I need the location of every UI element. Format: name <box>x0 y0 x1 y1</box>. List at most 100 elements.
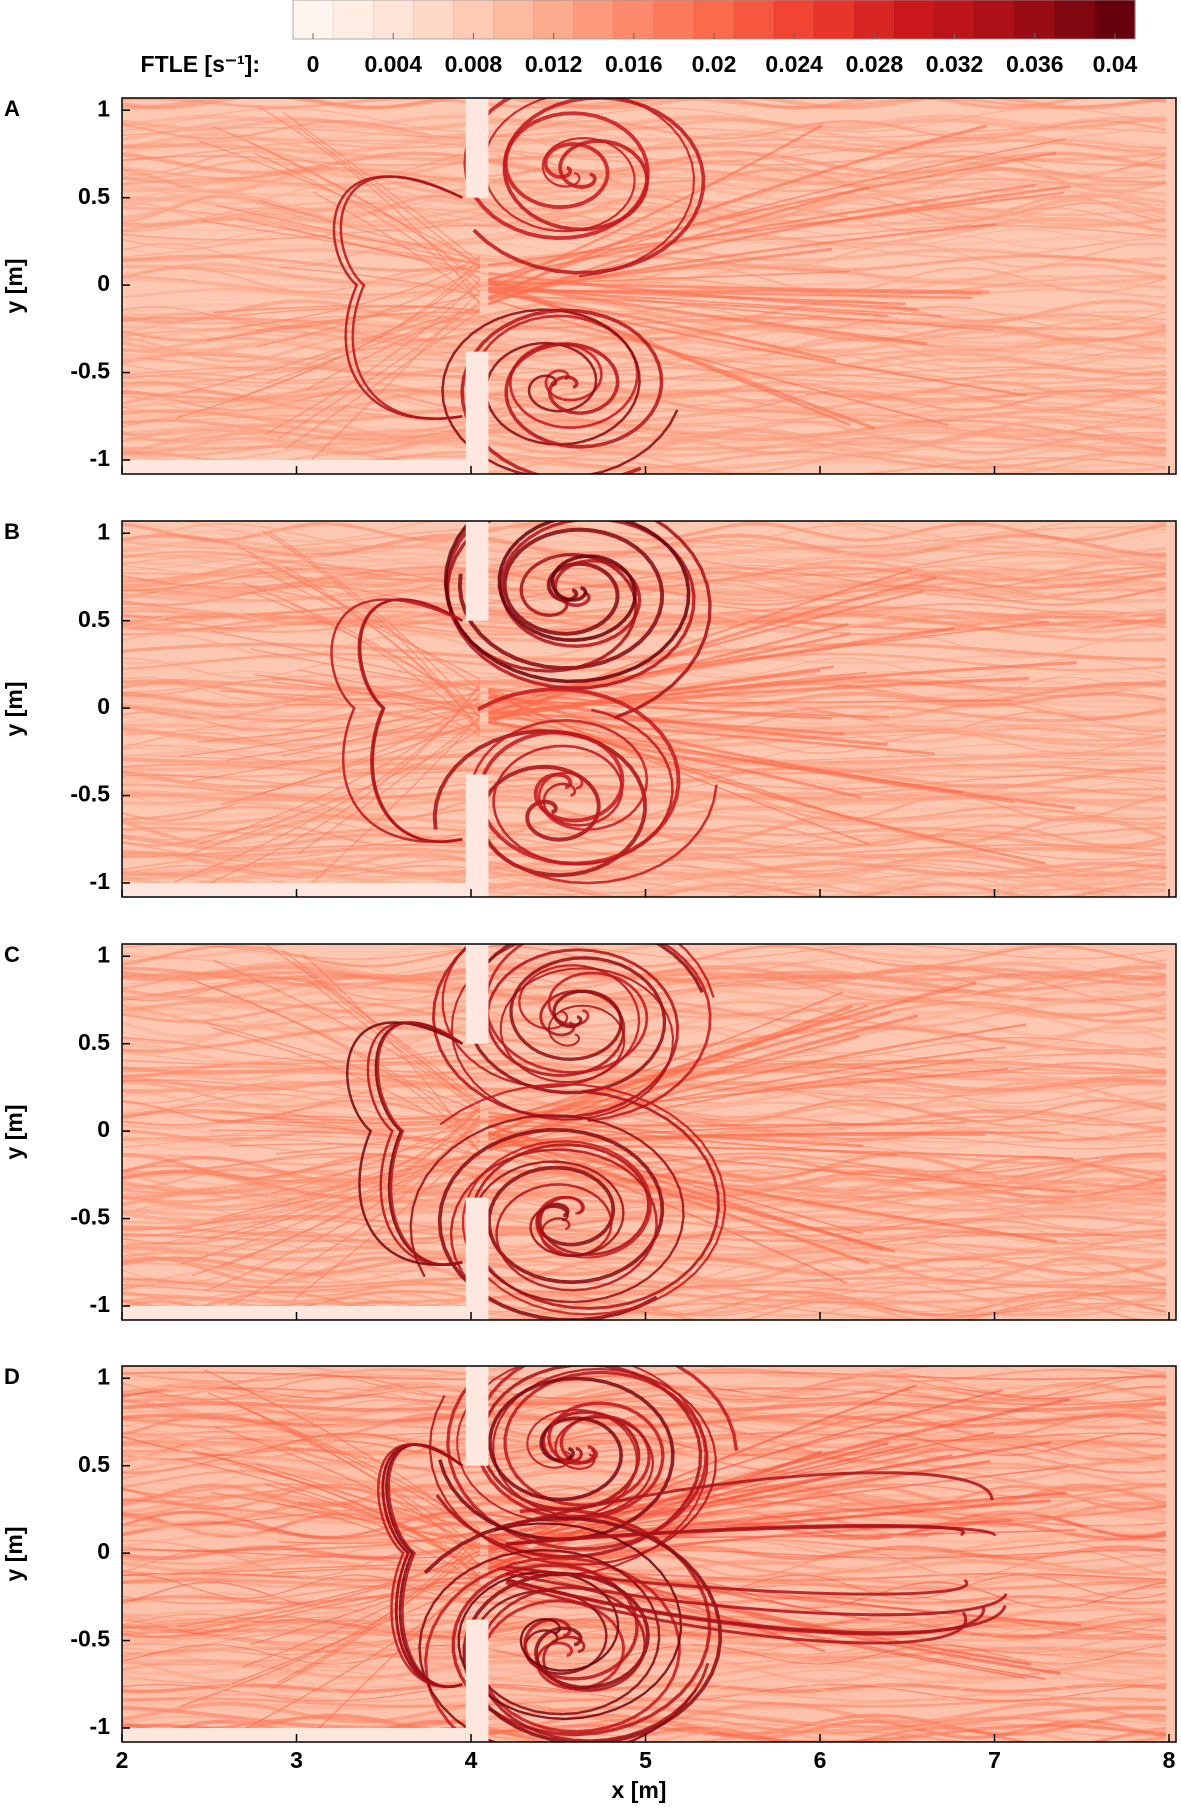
y-tick-label: -1 <box>90 445 111 471</box>
field-streak <box>488 1123 867 1145</box>
field-streak <box>488 191 1064 267</box>
field-streak <box>488 271 919 311</box>
field-streak <box>487 277 876 431</box>
field-streak <box>122 119 1167 140</box>
field-streak <box>242 1552 481 1668</box>
field-streak <box>277 1529 481 1684</box>
field-streak <box>122 263 1167 285</box>
colorbar-segment <box>613 0 655 40</box>
field-streak <box>122 1366 998 1379</box>
field-streak <box>122 567 1167 591</box>
field-streak <box>122 944 1052 960</box>
y-tick-label: 0 <box>97 1538 110 1564</box>
x-tick-label: 7 <box>988 1747 1001 1773</box>
field-streak <box>253 152 481 293</box>
plot-frame <box>121 943 1177 1321</box>
field-streak <box>178 1458 481 1578</box>
field-streak <box>179 1150 480 1231</box>
field-streak <box>197 981 481 1154</box>
field-streak <box>122 1450 1167 1467</box>
colorbar-segment <box>1014 0 1056 40</box>
field-streak <box>122 1025 1167 1053</box>
field-streak <box>122 1234 1167 1260</box>
colorbar-tick-label: 0.028 <box>846 51 904 77</box>
plot-frame <box>121 1365 1177 1743</box>
wall <box>465 1197 489 1320</box>
field-streak <box>289 602 481 731</box>
field-streak <box>122 1538 1167 1553</box>
field-streak <box>205 1115 481 1292</box>
field-streak <box>122 1624 1167 1643</box>
x-tick-label: 2 <box>116 1747 129 1773</box>
field-streak <box>278 266 480 298</box>
y-axis-label: y [m] <box>1 259 27 314</box>
field-streak <box>122 652 1167 672</box>
field-loop <box>505 1525 997 1546</box>
y-tick-label: -0.5 <box>70 781 110 807</box>
y-tick-label: 1 <box>97 1363 110 1389</box>
colorbar-tick-label: 0.012 <box>525 51 583 77</box>
field-streak <box>122 357 1167 371</box>
x-tick-label: 3 <box>290 1747 303 1773</box>
colorbar-segment <box>813 0 856 40</box>
wall <box>465 1366 489 1466</box>
field-streak <box>122 317 1167 340</box>
field-streak <box>122 1282 1167 1298</box>
x-tick-label: 8 <box>1163 1747 1176 1773</box>
y-tick-label: 0 <box>97 1116 110 1142</box>
field-streak <box>488 687 833 720</box>
field-swirl <box>483 98 696 278</box>
field-streak <box>122 107 1167 133</box>
field-streak <box>487 124 988 301</box>
field-swirl <box>450 944 675 1121</box>
field-streak <box>252 1579 480 1624</box>
colorbar-tick-label: 0.004 <box>364 51 422 77</box>
field-swirl <box>474 1366 739 1521</box>
field-streak <box>122 1081 1167 1109</box>
field-streak <box>122 369 1167 396</box>
field-streak <box>284 309 481 451</box>
field-streak <box>210 1491 480 1549</box>
field-swirl <box>477 687 681 866</box>
field-streak <box>122 989 1167 1017</box>
plot-frame <box>121 97 1177 475</box>
field-streak <box>122 1245 1167 1258</box>
field-streak <box>122 223 1167 232</box>
y-tick-label: 0 <box>97 693 110 719</box>
panel-label: B <box>4 519 20 544</box>
field-streak <box>122 1225 1167 1251</box>
field-front <box>346 1021 463 1266</box>
field-streak <box>313 191 481 303</box>
field-streak <box>488 286 907 306</box>
colorbar-segment <box>413 0 455 40</box>
field-streak <box>122 844 1167 859</box>
field-streak <box>122 248 1167 263</box>
field-streak <box>122 1386 1167 1403</box>
y-tick-label: 0.5 <box>78 1029 110 1055</box>
y-tick-label: 1 <box>97 518 110 544</box>
field-streak <box>487 1123 884 1251</box>
field-streak <box>122 819 1167 841</box>
field-streak <box>122 1462 1167 1489</box>
field-streak <box>488 1111 864 1148</box>
y-tick-label: 0.5 <box>78 1451 110 1477</box>
colorbar-segment <box>653 0 695 40</box>
field-swirl <box>431 944 680 1119</box>
plot-frame <box>121 520 1177 898</box>
field-streak <box>122 995 1167 1015</box>
field-streak <box>122 266 1167 294</box>
field-front <box>381 1443 464 1688</box>
field-streak <box>122 828 1167 846</box>
field-streak <box>304 307 480 366</box>
colorbar-tick-label: 0.024 <box>765 51 823 77</box>
field-swirl <box>446 521 712 720</box>
field-streak <box>122 326 1167 345</box>
field-streak <box>216 204 480 266</box>
field-streak <box>122 1592 1167 1609</box>
colorbar-tick-label: 0.036 <box>1006 51 1064 77</box>
y-tick-label: 1 <box>97 941 110 967</box>
field-streak <box>122 1410 1167 1420</box>
field-streak <box>122 1678 1167 1706</box>
field-loop <box>505 1581 968 1645</box>
field-streak <box>488 1389 1003 1554</box>
